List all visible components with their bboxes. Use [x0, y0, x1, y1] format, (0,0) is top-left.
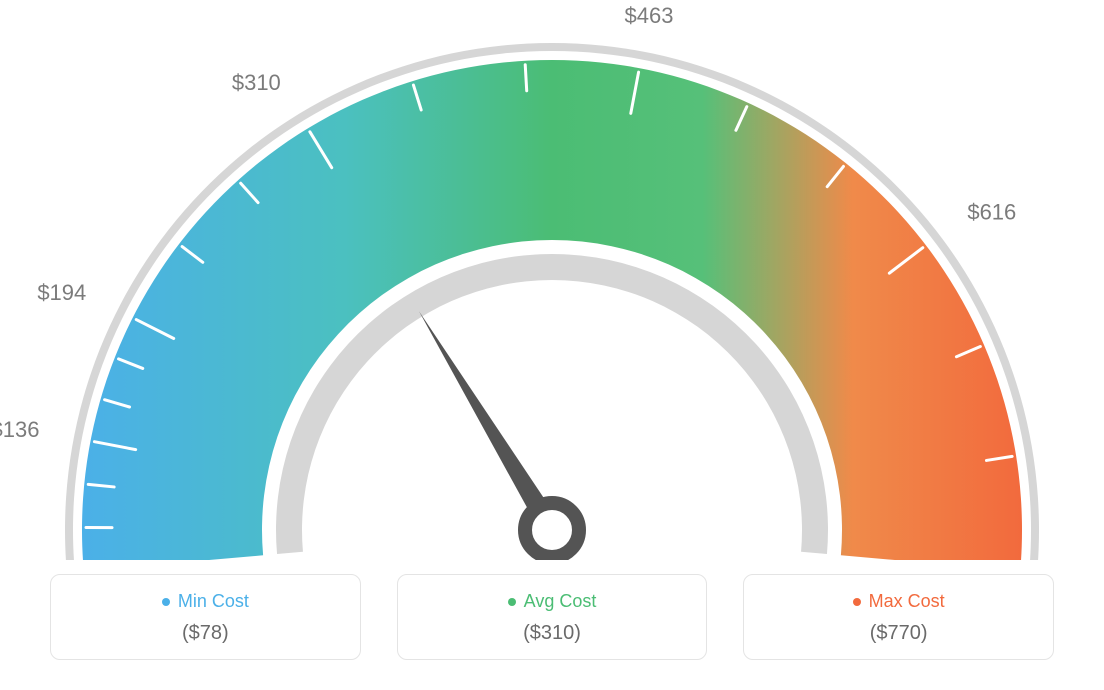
legend-title-min: Min Cost — [61, 591, 350, 612]
legend-value-min: ($78) — [61, 622, 350, 645]
svg-text:$616: $616 — [967, 200, 1016, 225]
svg-text:$463: $463 — [625, 3, 674, 28]
svg-text:$310: $310 — [232, 70, 281, 95]
legend-label-avg: Avg Cost — [524, 591, 597, 612]
legend-dot-avg — [508, 598, 516, 606]
legend-value-max: ($770) — [754, 622, 1043, 645]
legend-card-min: Min Cost ($78) — [50, 574, 361, 660]
svg-text:$136: $136 — [0, 417, 39, 442]
svg-text:$194: $194 — [37, 280, 86, 305]
legend-value-avg: ($310) — [408, 622, 697, 645]
legend-title-avg: Avg Cost — [408, 591, 697, 612]
legend-dot-max — [853, 598, 861, 606]
legend-card-max: Max Cost ($770) — [743, 574, 1054, 660]
gauge-svg: $78$136$194$310$463$616$770 — [0, 0, 1104, 560]
legend-row: Min Cost ($78) Avg Cost ($310) Max Cost … — [50, 574, 1054, 660]
legend-label-min: Min Cost — [178, 591, 249, 612]
gauge-chart: $78$136$194$310$463$616$770 — [0, 0, 1104, 560]
legend-dot-min — [162, 598, 170, 606]
legend-label-max: Max Cost — [869, 591, 945, 612]
legend-card-avg: Avg Cost ($310) — [397, 574, 708, 660]
legend-title-max: Max Cost — [754, 591, 1043, 612]
